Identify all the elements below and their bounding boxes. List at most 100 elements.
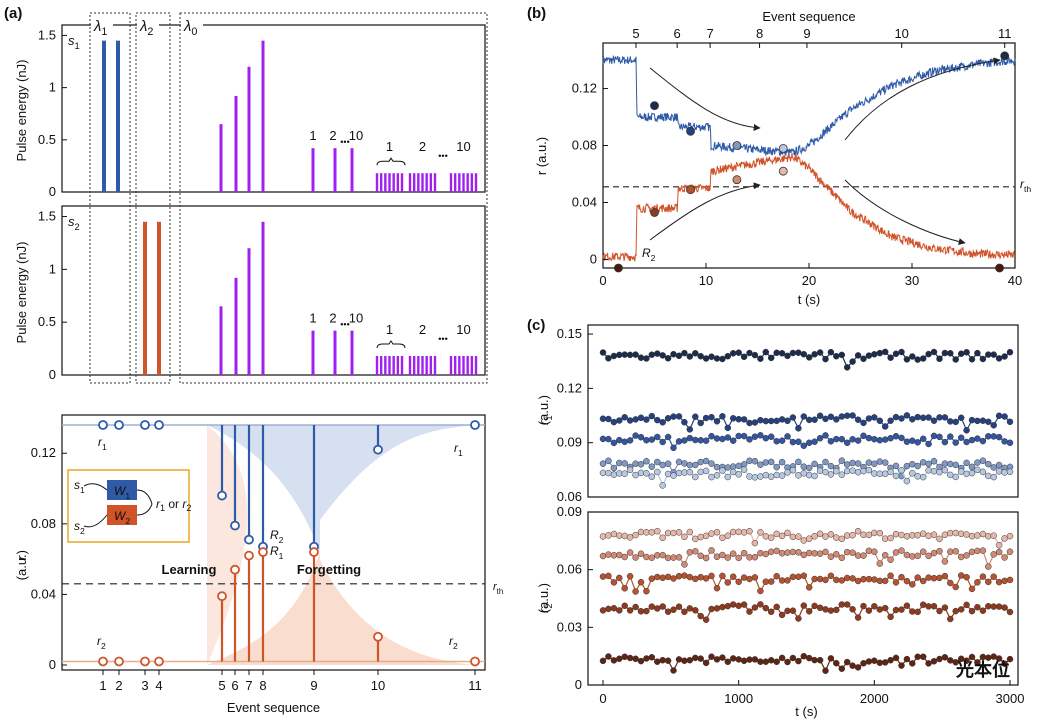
c-top-series-point — [985, 418, 992, 426]
c-top-series-point — [702, 414, 710, 422]
c-top-series-point — [729, 437, 737, 444]
c-bottom-series-point — [881, 551, 889, 559]
c-top-series-point — [805, 464, 813, 472]
c-top-series-point — [963, 438, 970, 446]
c-top-series-point — [605, 469, 612, 477]
c-bottom-series-point — [941, 654, 949, 661]
c-top-series-point — [643, 457, 650, 465]
b-xtick-label: 0 — [599, 273, 606, 288]
c-bottom-series-point — [708, 605, 715, 613]
c-top-frame — [587, 324, 1019, 498]
c-top-series-point — [729, 350, 737, 357]
c-bottom-series-point — [919, 577, 927, 585]
c-top-series-point — [816, 434, 824, 442]
a-top-ytick-label: 0 — [49, 184, 56, 199]
c-bottom-series-point — [849, 549, 856, 556]
a-top-frame — [61, 24, 486, 193]
c-bottom-series-point — [871, 576, 878, 583]
c-bottom-series-point — [789, 607, 797, 614]
c-bottom-series-point — [876, 577, 884, 585]
c-top-series-point — [702, 467, 710, 475]
c-top-series-point — [708, 353, 715, 360]
a-bottom-ytick-label: 0 — [49, 657, 56, 672]
inset-s2: s2 — [74, 519, 85, 536]
b-top-tick-label: 9 — [803, 26, 810, 41]
c-top-series-point — [702, 457, 710, 465]
c-top-series-point — [968, 469, 976, 477]
c-bottom-series-point — [757, 529, 764, 536]
c-bottom-series-point — [876, 606, 884, 613]
c-top-series-point — [610, 418, 618, 426]
c-top-series-point — [871, 414, 878, 421]
c-top-series-point — [746, 436, 753, 443]
lambda0-region — [179, 12, 488, 384]
R2-label: R2 — [270, 528, 284, 545]
c-bottom-series-point — [789, 573, 797, 581]
c-bottom-series-point — [995, 578, 1003, 586]
c-bottom-series-point — [871, 529, 878, 537]
a-top-bar — [400, 173, 404, 192]
a-mid-bar — [384, 355, 387, 375]
c-top-series-point — [979, 355, 987, 363]
c-bottom-series-point — [887, 556, 894, 563]
c-bottom-series-point — [664, 573, 672, 581]
c-top-series-point — [1001, 438, 1008, 445]
c-top-series-point — [936, 468, 943, 476]
c-top-series-point — [751, 419, 759, 426]
c-top-series-point — [822, 468, 829, 476]
c-bottom-series-point — [729, 601, 737, 608]
c-bottom-series-point — [762, 533, 770, 540]
c-bottom-series-point — [833, 576, 840, 584]
c-top-ytick-label: 0.06 — [557, 489, 582, 504]
c-top-series-point — [909, 470, 916, 477]
c-bottom-series-point — [957, 553, 965, 561]
a-top-bar — [379, 173, 383, 192]
c-bottom-series-point — [778, 611, 786, 619]
c-bottom-series-point — [681, 561, 688, 568]
c-top-series-point — [702, 355, 710, 362]
c-top-series-point — [757, 461, 764, 468]
c-bottom-xtick-label: 1000 — [724, 691, 753, 706]
c-top-series-point — [621, 414, 628, 421]
c-bottom-series-point — [854, 577, 862, 585]
c-bottom-series-point — [757, 601, 764, 608]
c-bottom-series-point — [719, 654, 726, 661]
c-bottom-series-point — [974, 659, 981, 666]
c-top-series-point — [827, 413, 835, 421]
c-top-series-point — [740, 432, 748, 440]
c-top-series-point — [632, 416, 639, 423]
c-bottom-series-point — [995, 655, 1003, 662]
c-bottom-series-point — [881, 659, 889, 666]
c-bottom-series-point — [974, 603, 981, 611]
c-bottom-series-point — [795, 533, 802, 540]
c-bottom-series-point — [805, 549, 813, 557]
c-top-series-point — [670, 350, 677, 358]
c-bottom-series-point — [990, 603, 997, 610]
c-bottom-series-point — [697, 655, 704, 662]
a-mid-bar — [470, 355, 474, 375]
c-bottom-series-point — [751, 539, 759, 547]
a-top-bar — [102, 40, 106, 192]
a-mid-pulse-label: 1 — [309, 311, 316, 326]
b-r2-marker — [614, 263, 623, 273]
c-top-series-point — [654, 416, 661, 424]
a-top-bar — [388, 173, 391, 192]
a-top-bar — [421, 173, 424, 192]
b-frame — [602, 42, 1016, 269]
c-bottom-series-point — [654, 573, 661, 581]
c-top-series-point — [833, 352, 840, 360]
c-top-series-point — [854, 416, 862, 423]
c-bottom-series-point — [833, 551, 840, 558]
c-bottom-series-point — [871, 548, 878, 555]
c-top-series-point — [724, 473, 732, 481]
learning-label: Learning — [162, 562, 217, 577]
c-bottom-series-point — [664, 529, 672, 537]
a-mid-bar — [350, 330, 354, 375]
c-top-series-point — [648, 412, 656, 420]
c-top-series-point — [751, 474, 759, 481]
c-bottom-series-point — [659, 603, 666, 610]
c-top-series-point — [930, 348, 938, 356]
c-top-series-point — [800, 442, 808, 450]
c-top-series-point — [990, 464, 997, 471]
a-mid-bar — [408, 355, 412, 375]
